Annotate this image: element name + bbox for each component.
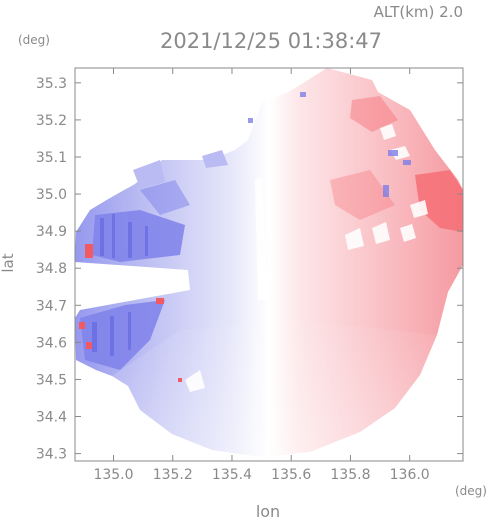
y-tick-label: 34.7 — [36, 298, 67, 314]
echo-northwest-cells — [133, 150, 228, 188]
x-tick-label: 135.2 — [153, 467, 193, 483]
echo-blue-speckles-east — [248, 92, 411, 197]
plot-frame — [74, 67, 464, 462]
y-axis-label: lat — [0, 253, 17, 272]
x-tick-label: 135.0 — [93, 467, 133, 483]
x-axis: 135.0 135.2 135.4 135.6 135.8 136.0 — [93, 68, 430, 483]
y-tick-label: 34.5 — [36, 372, 67, 388]
timestamp-title: 2021/12/25 01:38:47 — [160, 29, 382, 53]
y-tick-label: 34.6 — [36, 335, 67, 351]
y-tick-label: 34.8 — [36, 261, 67, 277]
x-tick-label: 135.8 — [330, 467, 370, 483]
echo-receding-patches — [330, 96, 463, 232]
y-tick-label: 35.2 — [36, 113, 67, 129]
x-tick-label: 135.6 — [271, 467, 311, 483]
y-tick-label: 34.3 — [36, 447, 67, 463]
xlabel-unit: (deg) — [455, 484, 487, 498]
y-axis: 34.3 34.4 34.5 34.6 34.7 34.8 34.9 35.0 35.1 35.2… — [36, 76, 463, 463]
ylabel-unit: (deg) — [18, 33, 50, 47]
x-axis-label: lon — [256, 502, 280, 521]
y-tick-label: 34.4 — [36, 410, 67, 426]
echo-white-streaks — [185, 124, 428, 392]
echo-approaching-patches — [80, 180, 190, 370]
y-tick-label: 35.1 — [36, 150, 67, 166]
echo-red-speckles — [79, 244, 182, 382]
x-tick-label: 135.4 — [212, 467, 252, 483]
altitude-label: ALT(km) 2.0 — [374, 3, 463, 21]
y-tick-label: 35.0 — [36, 187, 67, 203]
echo-approaching-streaks — [92, 214, 148, 356]
y-tick-label: 35.3 — [36, 76, 67, 92]
radar-echo-field — [75, 68, 463, 457]
x-tick-label: 136.0 — [390, 467, 430, 483]
echo-south-fade — [112, 320, 437, 457]
y-tick-label: 34.9 — [36, 224, 67, 240]
